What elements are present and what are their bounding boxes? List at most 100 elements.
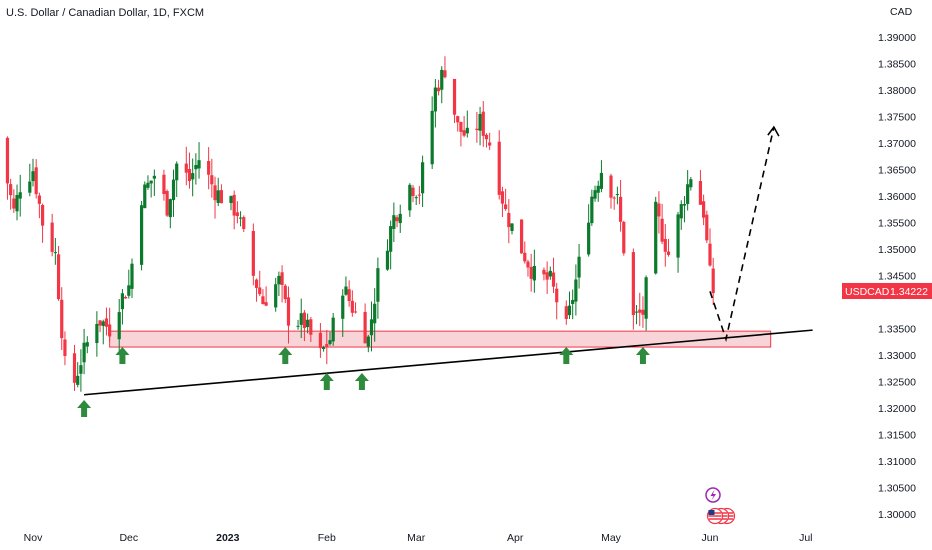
candle	[207, 147, 211, 190]
candle	[564, 300, 568, 325]
support-arrow	[319, 373, 334, 390]
candle	[523, 241, 527, 264]
candle	[631, 248, 635, 330]
candle	[545, 261, 549, 294]
candle	[191, 158, 195, 197]
candle	[235, 201, 239, 224]
candle	[264, 286, 268, 307]
support-arrow	[115, 347, 130, 364]
candle	[452, 78, 457, 124]
candle	[353, 302, 358, 314]
candle	[660, 203, 664, 245]
candle	[12, 189, 16, 213]
support-arrow	[278, 347, 293, 364]
candle	[654, 196, 658, 275]
price-tick-label: 1.37500	[878, 112, 916, 124]
candle	[143, 181, 147, 209]
candle	[219, 184, 224, 204]
candle	[376, 257, 380, 319]
candle	[79, 349, 83, 392]
candle	[344, 276, 348, 296]
candle	[232, 190, 236, 230]
candle	[532, 249, 536, 293]
candle	[254, 278, 259, 302]
badge-price: 1.34222	[890, 286, 928, 298]
candle	[411, 184, 415, 203]
candle	[82, 328, 86, 375]
price-tick-label: 1.32000	[878, 403, 916, 415]
support-arrow	[559, 347, 574, 364]
candle	[104, 307, 109, 336]
candle	[213, 176, 217, 219]
price-tick-label: 1.35500	[878, 218, 916, 230]
chart-title: U.S. Dollar / Canadian Dollar, 1D, FXCM	[6, 7, 204, 19]
candle	[28, 163, 32, 197]
candle	[56, 245, 61, 301]
candle	[321, 345, 326, 352]
events-flags[interactable]	[706, 507, 736, 525]
candle	[417, 186, 422, 205]
candle	[258, 270, 262, 297]
price-tick-label: 1.35000	[878, 244, 916, 256]
support-arrow	[77, 400, 92, 417]
candle	[644, 275, 648, 331]
candle	[484, 133, 489, 148]
candle	[478, 106, 482, 146]
candle	[456, 115, 460, 132]
lightning-icon[interactable]	[705, 487, 721, 503]
candle	[462, 116, 466, 138]
candle	[286, 286, 291, 344]
price-tick-label: 1.31500	[878, 430, 916, 442]
date-tick-label: May	[601, 532, 622, 544]
candle	[551, 257, 556, 293]
candle	[711, 257, 715, 306]
price-tick-label: 1.30500	[878, 483, 916, 495]
price-tick-label: 1.32500	[878, 377, 916, 389]
candle	[194, 153, 198, 185]
candle	[168, 198, 172, 229]
candle	[599, 160, 604, 193]
candle	[618, 180, 623, 232]
candle	[162, 169, 166, 201]
candle	[283, 284, 287, 304]
candle	[574, 264, 578, 316]
candle	[567, 291, 572, 319]
candle	[309, 316, 313, 342]
candle	[443, 56, 447, 79]
candle	[117, 298, 121, 353]
candle	[120, 289, 125, 325]
support-zone	[109, 330, 772, 348]
candle	[663, 223, 667, 267]
support-trendline	[84, 329, 813, 396]
candle	[481, 101, 485, 147]
badge-background	[842, 283, 932, 299]
price-axis-currency: CAD	[890, 6, 913, 18]
candle	[34, 159, 38, 199]
price-tick-label: 1.38000	[878, 85, 916, 97]
candle	[369, 301, 374, 352]
candle	[593, 185, 597, 202]
candle	[609, 173, 613, 209]
candle	[15, 184, 19, 221]
last-price-badge[interactable]: USDCAD 1.34222	[842, 283, 932, 299]
candle	[328, 331, 332, 346]
price-tick-label: 1.39000	[878, 32, 916, 44]
candle	[95, 311, 99, 357]
candle	[507, 199, 511, 244]
candle	[679, 200, 683, 230]
candle	[139, 200, 144, 271]
date-tick-label: Jun	[702, 532, 719, 544]
badge-symbol: USDCAD	[845, 286, 890, 298]
candle	[408, 183, 412, 217]
candle	[440, 66, 444, 104]
candle	[296, 319, 300, 330]
candle	[702, 194, 706, 226]
candle	[615, 186, 619, 205]
candle	[76, 362, 80, 388]
candle	[229, 195, 233, 211]
candle	[436, 79, 441, 96]
candle	[127, 269, 131, 299]
candle	[197, 142, 201, 179]
price-tick-label: 1.34500	[878, 271, 916, 283]
